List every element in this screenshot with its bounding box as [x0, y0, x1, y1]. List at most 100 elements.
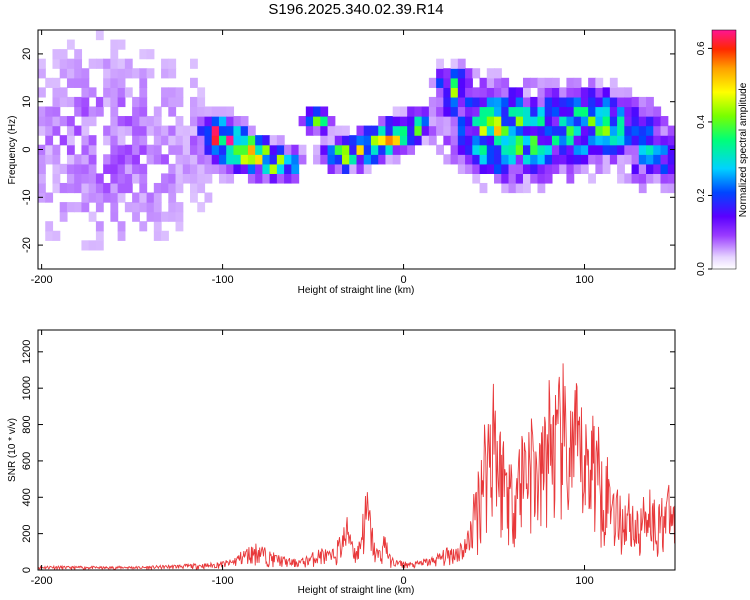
- spectrogram-cell: [653, 154, 662, 165]
- spectrogram-cell: [284, 163, 292, 174]
- spectrogram-cell: [262, 173, 271, 184]
- spectrogram-cell: [465, 77, 473, 88]
- spectrogram-cell: [638, 144, 647, 155]
- spectrogram-cell: [638, 182, 647, 194]
- spectrogram-cell: [88, 144, 97, 155]
- spectrogram-cell: [609, 144, 618, 155]
- spectrogram-cell: [153, 230, 162, 241]
- spectrogram-cell: [537, 173, 546, 184]
- spectrogram-cell: [602, 154, 611, 165]
- spectrogram-cell: [443, 154, 452, 165]
- spectrogram-cell: [132, 68, 140, 79]
- spectrogram-cell: [342, 125, 350, 136]
- spectrogram-cell: [617, 125, 625, 136]
- spectrogram-cell: [255, 163, 263, 174]
- spectrogram-cell: [457, 68, 466, 79]
- snr-series-line: [38, 363, 675, 570]
- spectrogram-cell: [522, 182, 531, 194]
- spectrogram-cell: [580, 96, 589, 108]
- spectrogram-cell: [580, 163, 589, 174]
- spectrogram-cell: [255, 173, 263, 184]
- spectrogram-cell: [247, 144, 256, 155]
- spectrogram-cell: [450, 135, 459, 146]
- spectrogram-cell: [588, 135, 596, 146]
- spectrogram-cell: [349, 135, 358, 146]
- spectrogram-cell: [95, 221, 104, 232]
- spectrogram-cell: [284, 144, 292, 155]
- spectrogram-cell: [457, 125, 466, 136]
- spectrogram-cell: [168, 58, 177, 69]
- spectrogram-cell: [226, 144, 235, 155]
- spectrogram-cell: [522, 77, 531, 88]
- spectrogram-cell: [74, 182, 83, 194]
- spectrogram-cell: [139, 77, 148, 88]
- spectrogram-cell: [298, 116, 307, 127]
- spectrogram-cell: [110, 58, 119, 69]
- spectrogram-cell: [146, 68, 155, 79]
- spectrogram-cell: [139, 116, 148, 127]
- spectrogram-cell: [153, 125, 162, 136]
- spectrogram-cell: [653, 144, 662, 155]
- spectrogram-cell: [544, 135, 553, 146]
- spectrogram-cell: [175, 125, 184, 136]
- spectrogram-cell: [559, 106, 568, 117]
- spectrogram-cell: [342, 135, 350, 146]
- spectrogram-cell: [465, 116, 473, 127]
- spectrogram-cell: [515, 125, 524, 136]
- spectrogram-cell: [479, 135, 488, 146]
- spectrogram-cell: [226, 173, 235, 184]
- spectrogram-cell: [74, 77, 83, 88]
- spectrogram-cell: [211, 154, 220, 165]
- colorbar: 0.0 0.2 0.4 0.6 Normalized spectral amplitu…: [696, 29, 749, 276]
- spectrogram-cell: [522, 87, 531, 98]
- spectrogram-cell: [566, 135, 575, 146]
- spectrogram-cell: [494, 144, 502, 155]
- spectrogram-cell: [638, 96, 647, 108]
- spectrogram-cell: [450, 96, 459, 108]
- spectrogram-cell: [508, 144, 517, 155]
- spectrogram-cell: [153, 182, 162, 194]
- spectrogram-cell: [66, 202, 75, 213]
- spectrogram-cell: [132, 125, 140, 136]
- spectrogram-cell: [66, 125, 75, 136]
- spectrogram-cell: [146, 49, 155, 60]
- spectrogram-cell: [52, 96, 61, 108]
- spectrogram-cell: [197, 96, 206, 108]
- spectrogram-cell: [530, 96, 539, 108]
- spectrogram-cell: [450, 106, 459, 117]
- spectrogram-cell: [349, 154, 358, 165]
- spectrogram-cell: [153, 192, 162, 203]
- spectrogram-cell: [95, 106, 104, 117]
- spectrogram-cell: [551, 163, 560, 174]
- spectrogram-cell: [486, 125, 495, 136]
- spectrogram-cell: [38, 182, 46, 194]
- spectrogram-cell: [392, 106, 401, 117]
- spectrogram-cell: [559, 163, 568, 174]
- spectrogram-cell: [117, 182, 126, 194]
- spectrogram-cell: [399, 106, 408, 117]
- spectrogram-cell: [124, 125, 133, 136]
- spectrogram-cell: [38, 68, 46, 79]
- spectrogram-cell: [197, 87, 206, 98]
- spectrogram-cell: [269, 144, 278, 155]
- spectrogram-cell: [117, 125, 126, 136]
- spectrogram-cell: [392, 144, 401, 155]
- spectrogram-cell: [124, 116, 133, 127]
- spectrogram-cell: [609, 125, 618, 136]
- spectrogram-cell: [407, 135, 416, 146]
- spectrogram-cell: [602, 96, 611, 108]
- spectrogram-cell: [472, 125, 481, 136]
- spectrogram-cell: [291, 154, 300, 165]
- spectrogram-cell: [66, 144, 75, 155]
- spectrogram-cell: [551, 77, 560, 88]
- spectrogram-cell: [588, 87, 596, 98]
- spectrogram-cell: [226, 106, 235, 117]
- spectrogram-cell: [653, 116, 662, 127]
- spectrogram-cell: [617, 87, 625, 98]
- spectrogram-cell: [52, 173, 61, 184]
- spectrogram-cell: [370, 154, 379, 165]
- spectrogram-cell: [74, 125, 83, 136]
- spectrogram-cell: [247, 135, 256, 146]
- spectrogram-cell: [624, 87, 633, 98]
